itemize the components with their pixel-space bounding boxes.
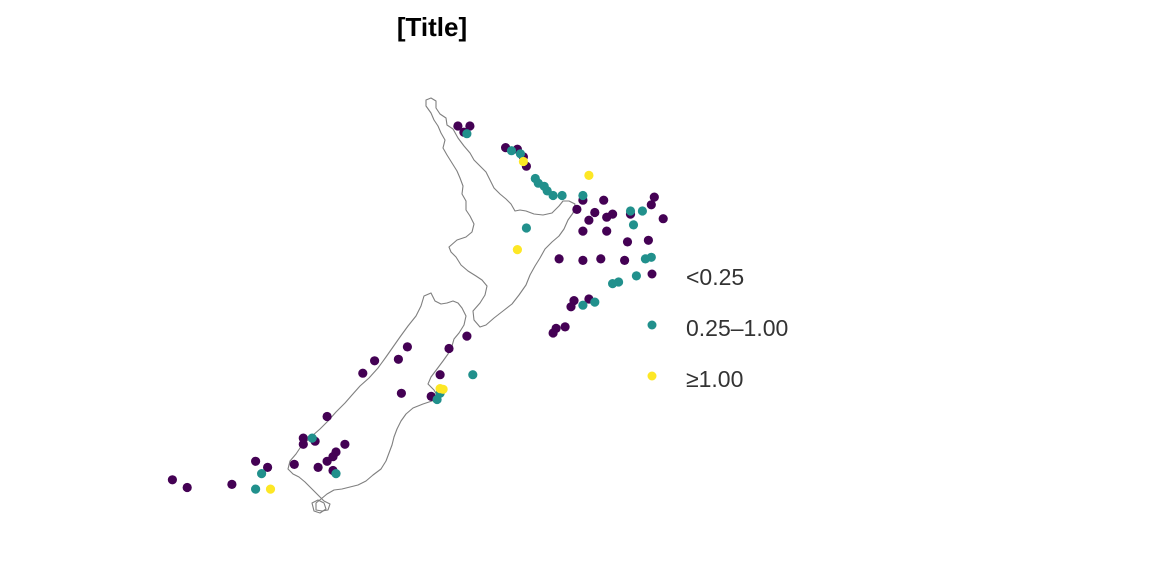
north-island-outline [425, 97, 576, 328]
data-point [557, 190, 567, 201]
legend-label-low: <0.25 [686, 264, 744, 290]
data-point [548, 190, 558, 201]
data-point [432, 394, 442, 405]
data-point [646, 200, 656, 210]
data-point [658, 214, 668, 224]
data-point [590, 297, 600, 307]
data-point [518, 156, 529, 167]
data-point [462, 129, 472, 139]
data-point [584, 170, 594, 180]
data-point [625, 206, 636, 216]
data-point [402, 342, 412, 352]
data-point [596, 254, 606, 264]
data-point [554, 254, 564, 264]
data-point [628, 220, 639, 230]
data-point [340, 439, 350, 449]
data-point [307, 433, 317, 443]
data-point [263, 462, 273, 472]
data-point [265, 484, 276, 494]
legend: <0.25 0.25–1.00 ≥1.00 [647, 264, 788, 392]
data-point [584, 215, 594, 225]
data-point [289, 459, 299, 469]
data-point [182, 482, 192, 493]
data-point [393, 354, 403, 364]
data-point [515, 149, 526, 159]
data-point [602, 226, 612, 236]
data-point [462, 331, 472, 341]
data-point [313, 462, 323, 472]
data-point [438, 384, 448, 394]
series-high [265, 156, 594, 494]
data-point [566, 302, 576, 312]
data-point [506, 146, 517, 156]
data-point [465, 121, 475, 131]
data-point [257, 469, 267, 479]
legend-label-high: ≥1.00 [686, 366, 743, 392]
data-point [649, 192, 659, 202]
data-point [578, 300, 588, 310]
data-point [622, 237, 633, 247]
data-point [512, 245, 523, 255]
data-point [370, 356, 380, 366]
data-point [453, 121, 463, 131]
data-point [251, 456, 261, 466]
data-point [251, 484, 261, 494]
data-point [396, 388, 406, 398]
data-point [358, 368, 368, 378]
data-point [322, 456, 332, 466]
data-point [435, 370, 445, 380]
data-point [322, 411, 332, 422]
points-layer [167, 121, 668, 494]
data-point [620, 255, 630, 265]
data-point [521, 223, 532, 233]
data-point [578, 190, 588, 201]
data-point [444, 343, 454, 354]
legend-label-mid: 0.25–1.00 [686, 315, 788, 341]
stewart-island-outline [311, 499, 327, 514]
legend-key-low [647, 269, 657, 279]
data-point [578, 226, 588, 236]
chart-title: [Title] [397, 12, 467, 42]
data-point [637, 206, 648, 216]
legend-key-high [647, 371, 657, 381]
data-point [548, 328, 558, 338]
data-point [298, 439, 308, 449]
data-point [331, 469, 341, 479]
data-point [602, 212, 612, 222]
legend-key-mid [647, 320, 657, 330]
data-point [227, 479, 237, 489]
data-point [468, 370, 478, 380]
data-point [572, 204, 582, 214]
data-point [646, 252, 656, 262]
data-point [167, 475, 177, 485]
data-point [631, 271, 642, 281]
south-island-outline [287, 292, 467, 512]
data-point [590, 207, 600, 218]
data-point [560, 322, 570, 332]
data-point [578, 255, 588, 265]
data-point [599, 195, 609, 205]
series-mid [251, 129, 656, 494]
data-point [643, 235, 654, 245]
data-point [608, 279, 618, 289]
nz-outline [287, 97, 576, 514]
